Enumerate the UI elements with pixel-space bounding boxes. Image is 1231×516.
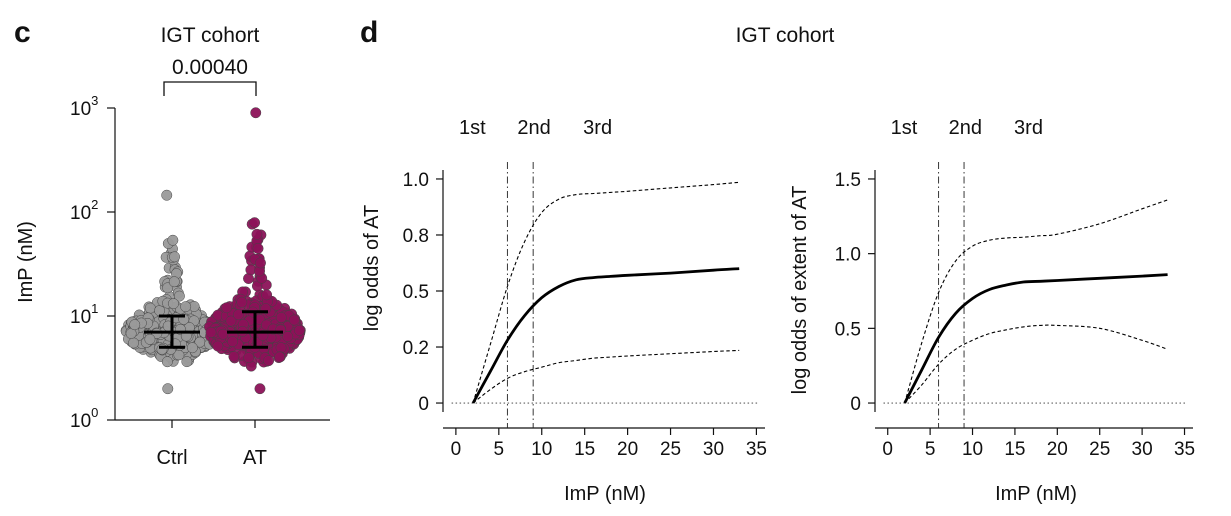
x-tick-label: 20 — [617, 439, 638, 460]
d-left-x-axis-label: ImP (nM) — [564, 483, 646, 505]
y-tick-label: 0.8 — [403, 226, 429, 247]
data-point-at — [294, 324, 305, 336]
data-point-ctrl — [186, 342, 198, 354]
x-tick-label: 35 — [746, 439, 767, 460]
panel-c-y-axis-label: ImP (nM) — [15, 221, 37, 303]
data-point-at — [205, 326, 217, 338]
data-point-at — [275, 312, 287, 323]
y-tick-label: 0 — [850, 394, 861, 415]
series-estimate-line — [471, 267, 740, 404]
d-right-x-axis-label: ImP (nM) — [995, 483, 1077, 505]
x-tick-label: 0 — [882, 439, 893, 460]
y-tick-label: 0.5 — [835, 319, 861, 340]
data-point-at — [227, 336, 239, 348]
y-tick-label: 0.5 — [403, 282, 429, 303]
data-point-ctrl — [162, 383, 174, 395]
series-upper-line — [904, 199, 1168, 404]
panel-d-right-chart: ImP (nM) log odds of extent of AT 0 5 10 15… — [789, 117, 1195, 505]
x-tick-label: 15 — [1004, 439, 1025, 460]
data-point-ctrl — [168, 276, 180, 288]
tertile-label: 1st — [891, 117, 918, 139]
data-point-at — [263, 355, 275, 367]
data-point-at — [274, 351, 286, 363]
data-point-at — [228, 351, 240, 362]
data-point-at — [221, 302, 233, 314]
data-point-ctrl — [161, 356, 173, 368]
panel-d-left-chart: ImP (nM) log odds of AT 0 5 10 15 20 25 30 35 0 0… — [361, 117, 767, 505]
panel-d-letter: d — [360, 16, 378, 49]
data-point-ctrl — [154, 305, 166, 317]
y-tick-label: 1.0 — [403, 170, 429, 191]
data-point-at — [212, 340, 224, 352]
d-left-y-axis-label: log odds of AT — [361, 205, 383, 331]
significance-bracket — [163, 81, 257, 96]
x-tick-label: 25 — [660, 439, 681, 460]
y-tick-label: 0.2 — [403, 338, 429, 359]
d-right-y-axis-label: log odds of extent of AT — [789, 186, 811, 395]
panel-c-beeswarm-chart: 100 101 102 103 Ctrl AT 0.00040 ImP (nM) — [15, 56, 330, 469]
panel-c-y-tick-label: 100 — [70, 405, 98, 432]
data-point-ctrl — [169, 251, 181, 263]
panel-c-y-tick-label: 102 — [70, 197, 98, 224]
data-point-at — [249, 217, 261, 229]
x-tick-label: 30 — [703, 439, 724, 460]
panel-c-x-tick-label: AT — [243, 447, 267, 469]
tertile-label: 1st — [459, 117, 486, 139]
data-point-at — [236, 296, 248, 308]
data-point-at — [288, 314, 300, 326]
data-point-at — [282, 331, 294, 343]
data-point-ctrl — [161, 189, 173, 201]
data-point-ctrl — [129, 319, 141, 331]
data-point-at — [254, 383, 266, 395]
x-tick-label: 5 — [925, 439, 936, 460]
data-point-ctrl — [144, 302, 156, 314]
x-tick-label: 5 — [494, 439, 505, 460]
tertile-label: 2nd — [517, 117, 550, 139]
y-tick-label: 0 — [418, 394, 429, 415]
series-upper-line — [472, 181, 740, 404]
panel-c-title: IGT cohort — [161, 24, 260, 47]
data-point-ctrl — [144, 333, 156, 345]
data-point-at — [243, 352, 255, 364]
data-point-ctrl — [168, 298, 179, 310]
data-point-at — [275, 342, 287, 354]
data-point-at — [252, 243, 264, 254]
x-tick-label: 10 — [962, 439, 983, 460]
p-value-label: 0.00040 — [172, 56, 248, 79]
data-point-ctrl — [173, 290, 185, 302]
panel-d-title: IGT cohort — [736, 24, 835, 47]
data-point-ctrl — [180, 301, 192, 313]
series-estimate-line — [903, 273, 1168, 404]
panel-c-letter: c — [14, 16, 31, 49]
panel-c-y-tick-label: 101 — [70, 301, 98, 328]
x-tick-label: 15 — [574, 439, 595, 460]
x-tick-label: 35 — [1174, 439, 1195, 460]
series-lower-line — [472, 349, 740, 404]
data-point-ctrl — [156, 343, 168, 355]
data-point-ctrl — [181, 356, 193, 368]
data-point-ctrl — [128, 337, 140, 349]
tertile-label: 3rd — [583, 117, 612, 139]
y-tick-label: 1.5 — [835, 170, 861, 191]
data-point-at — [255, 257, 266, 269]
data-point-at — [251, 228, 263, 240]
data-point-at — [250, 107, 262, 119]
x-tick-label: 20 — [1047, 439, 1068, 460]
x-tick-label: 25 — [1089, 439, 1110, 460]
panel-c-x-tick-label: Ctrl — [156, 447, 187, 469]
x-tick-label: 0 — [451, 439, 462, 460]
data-point-at — [261, 289, 273, 301]
tertile-label: 3rd — [1014, 117, 1043, 139]
series-lower-line — [904, 324, 1168, 404]
x-tick-label: 30 — [1132, 439, 1153, 460]
x-tick-label: 10 — [531, 439, 552, 460]
data-point-at — [217, 328, 229, 340]
y-tick-label: 1.0 — [835, 245, 861, 266]
data-point-at — [232, 309, 244, 321]
data-point-at — [225, 315, 237, 327]
tertile-label: 2nd — [949, 117, 982, 139]
panel-c-y-tick-label: 103 — [70, 93, 98, 120]
data-point-ctrl — [167, 234, 179, 246]
